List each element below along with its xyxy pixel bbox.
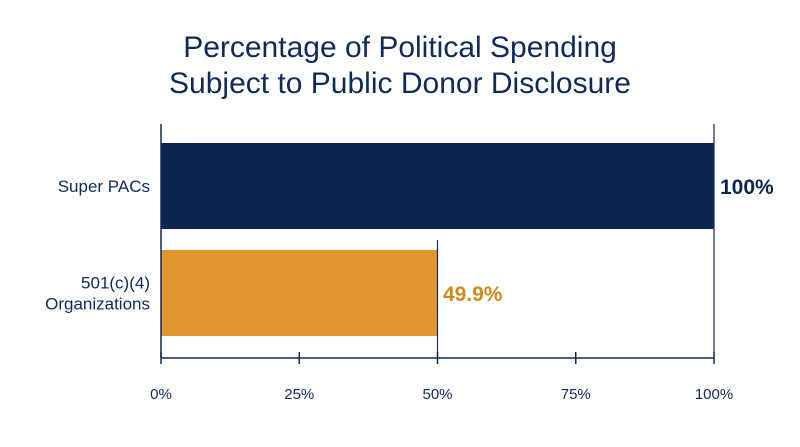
bar-0	[161, 143, 714, 229]
x-tick-label-2: 50%	[422, 386, 452, 403]
x-tick-label-1: 25%	[284, 386, 314, 403]
value-label-1: 49.9%	[443, 283, 503, 306]
chart-title: Percentage of Political Spending Subject…	[169, 31, 631, 100]
value-label-0: 100%	[720, 176, 774, 199]
chart-title-line-2: Subject to Public Donor Disclosure	[169, 67, 631, 100]
x-tick-label-3: 75%	[561, 386, 591, 403]
x-tick-label-0: 0%	[150, 386, 172, 403]
bar-1	[161, 250, 437, 336]
chart-title-line-1: Percentage of Political Spending	[183, 31, 617, 64]
category-label-1-line-1: Organizations	[45, 295, 150, 314]
x-tick-label-4: 100%	[695, 386, 733, 403]
category-label-0-line-0: Super PACs	[58, 177, 150, 196]
category-label-1-line-0: 501(c)(4)	[81, 274, 150, 293]
plot-area: 0% 25% 50% 75% 100% Super PACs 501(c)(4) Organi…	[45, 124, 774, 403]
